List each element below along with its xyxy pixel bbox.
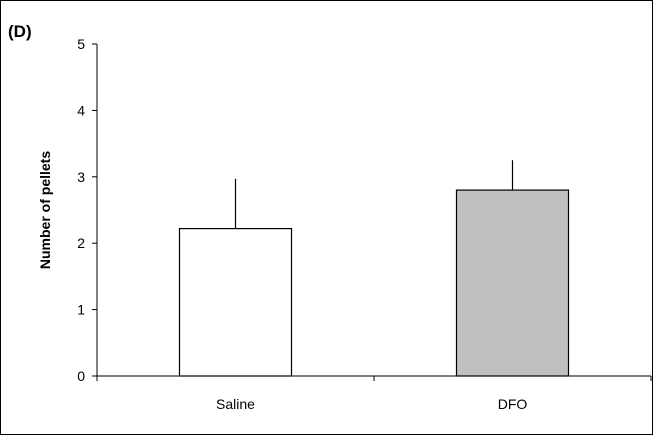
y-tick-label: 0 [77,368,85,384]
bar-dfo [455,189,570,377]
bar-saline [178,227,293,377]
y-tick-label: 3 [77,169,85,185]
y-tick-label: 5 [77,36,85,52]
panel-label: (D) [8,22,32,41]
y-tick-label: 2 [77,235,85,251]
ticks: 0 1 2 3 4 5 Saline DFO [77,36,652,412]
y-tick-label: 4 [77,102,85,118]
x-category-label: Saline [216,396,255,412]
y-tick-label: 1 [77,302,85,318]
x-category-label: DFO [498,396,528,412]
y-axis-label: Number of pellets [37,151,53,269]
bars [178,160,570,377]
